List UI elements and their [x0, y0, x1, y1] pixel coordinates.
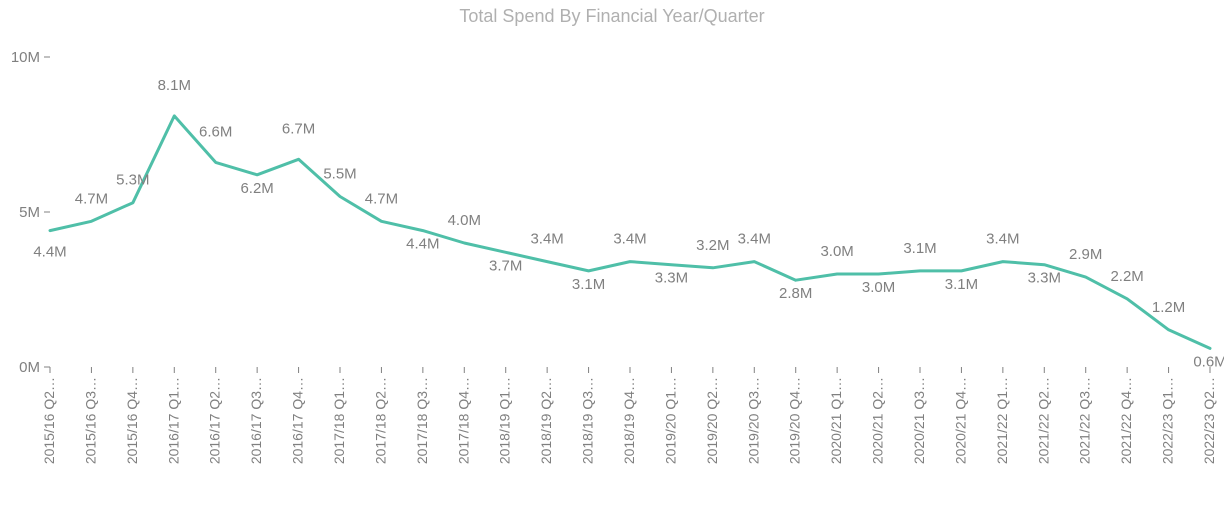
data-label: 6.6M — [199, 123, 232, 140]
x-tick-label: 2015/16 Q4… — [124, 377, 140, 464]
data-label: 4.7M — [365, 190, 398, 207]
data-label: 3.3M — [655, 270, 688, 287]
x-tick-label: 2019/20 Q3… — [745, 377, 761, 464]
x-tick-label: 2022/23 Q2… — [1201, 377, 1217, 464]
data-label: 3.3M — [1028, 270, 1061, 287]
data-label: 5.3M — [116, 172, 149, 189]
chart-svg: 0M 5M 10M 2015/16 Q2… 2015/16 Q3… 2015/16 Q4…… — [0, 27, 1224, 515]
data-label: 3.2M — [696, 237, 729, 254]
x-tick-label: 2020/21 Q2… — [870, 377, 886, 464]
x-tick-label: 2016/17 Q4… — [290, 377, 306, 464]
data-label: 6.2M — [240, 180, 273, 197]
x-tick-label: 2016/17 Q1… — [165, 377, 181, 464]
x-tick-label: 2021/22 Q3… — [1077, 377, 1093, 464]
data-label: 3.1M — [903, 240, 936, 257]
data-label: 3.4M — [986, 231, 1019, 248]
data-label: 3.0M — [820, 243, 853, 260]
x-tick-label: 2017/18 Q1… — [331, 377, 347, 464]
x-tick-label: 2015/16 Q2… — [41, 377, 57, 464]
data-label: 6.7M — [282, 120, 315, 137]
x-tick-label: 2021/22 Q2… — [1035, 377, 1051, 464]
data-label: 0.6M — [1193, 353, 1224, 370]
x-tick-label: 2018/19 Q4… — [621, 377, 637, 464]
data-label: 2.2M — [1110, 268, 1143, 285]
data-label: 4.4M — [33, 244, 66, 261]
data-label: 3.0M — [862, 279, 895, 296]
data-label: 5.5M — [323, 166, 356, 183]
data-label: 4.0M — [448, 212, 481, 229]
x-tick-label: 2020/21 Q4… — [952, 377, 968, 464]
x-tick-label: 2018/19 Q2… — [538, 377, 554, 464]
x-tick-label: 2016/17 Q3… — [248, 377, 264, 464]
x-tick-label: 2017/18 Q4… — [455, 377, 471, 464]
data-label: 2.9M — [1069, 246, 1102, 263]
data-label: 3.7M — [489, 257, 522, 274]
x-tick-label: 2021/22 Q1… — [994, 377, 1010, 464]
data-label: 3.1M — [945, 276, 978, 293]
y-tick-label: 10M — [11, 49, 40, 66]
y-tick-label: 0M — [19, 359, 40, 376]
data-label: 8.1M — [158, 77, 191, 94]
chart-title: Total Spend By Financial Year/Quarter — [0, 0, 1224, 27]
x-tick-label: 2019/20 Q2… — [704, 377, 720, 464]
x-tick-label: 2018/19 Q3… — [580, 377, 596, 464]
line-chart: Total Spend By Financial Year/Quarter 0M… — [0, 0, 1224, 518]
data-label: 4.4M — [406, 236, 439, 253]
x-tick-label: 2016/17 Q2… — [207, 377, 223, 464]
y-tick-label: 5M — [19, 204, 40, 221]
x-tick-label: 2018/19 Q1… — [497, 377, 513, 464]
x-tick-label: 2015/16 Q3… — [82, 377, 98, 464]
data-label: 4.7M — [75, 190, 108, 207]
x-tick-label: 2022/23 Q1… — [1160, 377, 1176, 464]
x-tick-label: 2019/20 Q4… — [787, 377, 803, 464]
x-tick-label: 2019/20 Q1… — [662, 377, 678, 464]
data-label: 3.1M — [572, 276, 605, 293]
data-label: 1.2M — [1152, 299, 1185, 316]
data-label: 2.8M — [779, 285, 812, 302]
x-tick-label: 2017/18 Q3… — [414, 377, 430, 464]
x-tick-label: 2017/18 Q2… — [372, 377, 388, 464]
data-label: 3.4M — [613, 231, 646, 248]
x-tick-label: 2020/21 Q1… — [828, 377, 844, 464]
data-label: 3.4M — [738, 231, 771, 248]
x-tick-label: 2020/21 Q3… — [911, 377, 927, 464]
data-label: 3.4M — [530, 231, 563, 248]
x-tick-label: 2021/22 Q4… — [1118, 377, 1134, 464]
